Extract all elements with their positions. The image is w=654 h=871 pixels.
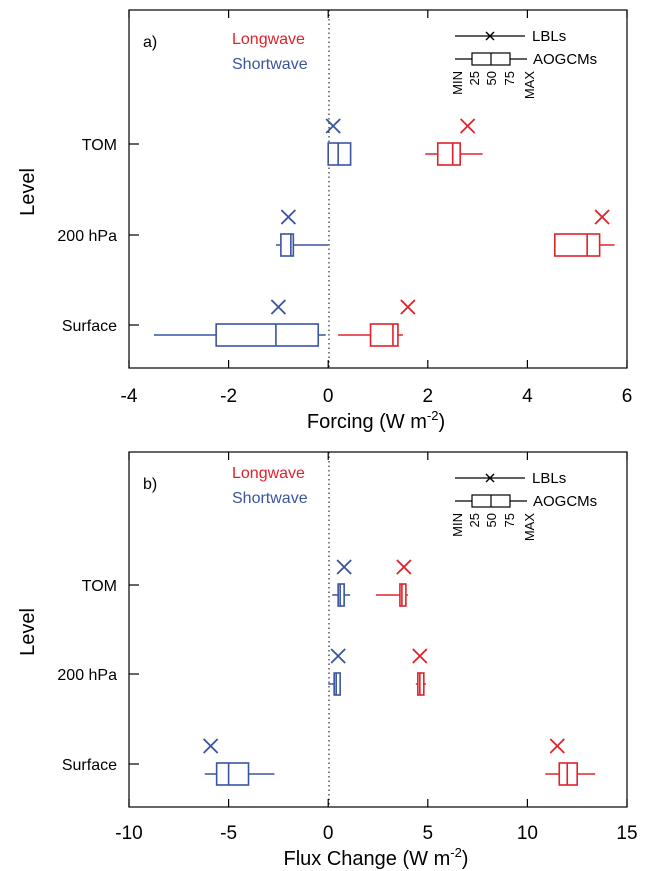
level-labels-a: TOM 200 hPa Surface — [57, 137, 139, 335]
key-b: LBLs AOGCMs MIN 25 50 75 MAX — [450, 470, 597, 541]
x-tick-label-b-4: 10 — [517, 823, 538, 844]
key-stat-25-b: 25 — [467, 513, 482, 527]
xlabel-b-close: ) — [462, 848, 469, 870]
x-tick-label-b-5: 15 — [616, 823, 637, 844]
key-lbls-label-b: LBLs — [532, 470, 566, 487]
xlabel-b-main: Flux Change (W m — [284, 848, 451, 870]
x-tick-label-a-4: 4 — [522, 386, 533, 407]
key-stat-50-a: 50 — [484, 71, 499, 85]
level-label-a-surface: Surface — [62, 318, 117, 335]
lbl-marker-stroke2-b-longwave-tom — [396, 559, 412, 575]
x-tick-label-a-1: -2 — [220, 386, 237, 407]
x-tick-label-b-2: 0 — [323, 823, 334, 844]
panel-label-b: b) — [143, 476, 157, 493]
level-label-b-tom: TOM — [82, 578, 117, 595]
lbl-marker-a-shortwave-surface — [270, 299, 287, 315]
key-a: LBLs AOGCMs MIN 25 50 75 MAX — [450, 28, 597, 99]
key-stat-min-b: MIN — [450, 513, 465, 537]
marks-b — [203, 559, 596, 786]
x-tick-label-b-1: -5 — [220, 823, 237, 844]
legend-shortwave-b: Shortwave — [232, 490, 308, 507]
ylabel-a: Level — [17, 168, 39, 216]
x-tick-label-b-0: -10 — [115, 823, 142, 844]
x-tick-label-a-0: -4 — [121, 386, 138, 407]
lbl-marker-stroke2-a-shortwave-tom — [325, 118, 341, 134]
xlabel-a-main: Forcing (W m — [307, 411, 427, 433]
x-tick-label-b-3: 5 — [423, 823, 434, 844]
xlabel-a: Forcing (W m-2) — [307, 408, 445, 433]
lbl-marker-a-longwave-tom — [460, 118, 476, 134]
ylabel-b: Level — [17, 608, 39, 656]
box-b-shortwave-tom — [337, 583, 345, 607]
xlabel-b: Flux Change (W m-2) — [284, 845, 469, 870]
box-b-shortwave-200hpa — [333, 672, 341, 696]
key-aogcms-label-b: AOGCMs — [533, 493, 597, 510]
key-stat-min-a: MIN — [450, 71, 465, 95]
legend-longwave-b: Longwave — [232, 465, 305, 482]
key-lbl-x2-b — [485, 473, 495, 483]
legend-shortwave-a: Shortwave — [232, 56, 308, 73]
box-a-shortwave-surface — [215, 323, 320, 347]
key-lbl-x2-a — [485, 31, 495, 41]
lbl-marker-b-shortwave-surface — [203, 738, 219, 754]
key-stat-75-b: 75 — [502, 513, 517, 527]
lbl-marker-stroke2-a-longwave-tom — [460, 118, 476, 134]
x-tick-label-a-3: 2 — [423, 386, 434, 407]
x-axis-b: -10 -5 0 5 10 15 — [115, 452, 638, 844]
lbl-marker-stroke2-b-longwave-surface — [549, 738, 565, 754]
lbl-marker-b-longwave-200hpa — [412, 648, 428, 664]
key-stat-75-a: 75 — [502, 71, 517, 85]
level-label-b-surface: Surface — [62, 757, 117, 774]
lbl-marker-b-shortwave-tom — [336, 559, 352, 575]
xlabel-a-close: ) — [438, 411, 445, 433]
lbl-marker-stroke2-a-shortwave-surface — [270, 299, 287, 315]
box-a-longwave-tom — [436, 142, 461, 166]
panel-label-a: a) — [143, 34, 157, 51]
key-stat-50-b: 50 — [484, 513, 499, 527]
box-a-longwave-200hpa — [553, 233, 601, 257]
x-tick-label-a-2: 0 — [323, 386, 334, 407]
box-b-longwave-200hpa — [417, 672, 425, 696]
key-aogcms-label-a: AOGCMs — [533, 51, 597, 68]
box-b-longwave-surface — [558, 762, 578, 786]
lbl-marker-stroke2-b-shortwave-200hpa — [330, 648, 346, 664]
level-labels-b: TOM 200 hPa Surface — [57, 578, 139, 774]
lbl-marker-a-longwave-200hpa — [594, 209, 610, 225]
lbl-marker-stroke2-b-shortwave-surface — [203, 738, 219, 754]
lbl-marker-stroke2-a-shortwave-200hpa — [280, 209, 296, 225]
xlabel-a-exp: -2 — [427, 408, 439, 423]
lbl-marker-stroke2-a-longwave-200hpa — [594, 209, 610, 225]
lbl-marker-b-longwave-surface — [549, 738, 565, 754]
key-lbls-label-a: LBLs — [532, 28, 566, 45]
key-stat-max-b: MAX — [522, 513, 537, 542]
xlabel-b-exp: -2 — [450, 845, 462, 860]
lbl-marker-stroke2-a-longwave-surface — [400, 299, 416, 315]
x-axis-a: -4 -2 0 2 4 6 — [121, 10, 633, 407]
lbl-marker-a-longwave-surface — [400, 299, 416, 315]
box-b-shortwave-surface — [215, 762, 250, 786]
marks-a — [153, 118, 615, 347]
level-label-a-tom: TOM — [82, 137, 117, 154]
lbl-marker-b-longwave-tom — [396, 559, 412, 575]
box-b-longwave-tom — [399, 583, 407, 607]
lbl-marker-b-shortwave-200hpa — [330, 648, 346, 664]
lbl-marker-stroke2-b-shortwave-tom — [336, 559, 352, 575]
lbl-marker-a-shortwave-tom — [325, 118, 341, 134]
key-stat-25-a: 25 — [467, 71, 482, 85]
box-a-shortwave-tom — [327, 142, 352, 166]
legend-longwave-a: Longwave — [232, 31, 305, 48]
lbl-marker-a-shortwave-200hpa — [280, 209, 296, 225]
key-stat-max-a: MAX — [522, 71, 537, 100]
plot-frame-b — [128, 451, 628, 808]
plot-frame-a — [128, 9, 628, 369]
x-tick-label-a-5: 6 — [622, 386, 633, 407]
panel-a: a) Longwave Shortwave LBLs AOGCMs MIN 25 50 7… — [17, 9, 633, 433]
level-label-a-200hpa: 200 hPa — [57, 228, 117, 245]
level-label-b-200hpa: 200 hPa — [57, 667, 117, 684]
lbl-marker-stroke2-b-longwave-200hpa — [412, 648, 428, 664]
box-a-longwave-surface — [369, 323, 399, 347]
